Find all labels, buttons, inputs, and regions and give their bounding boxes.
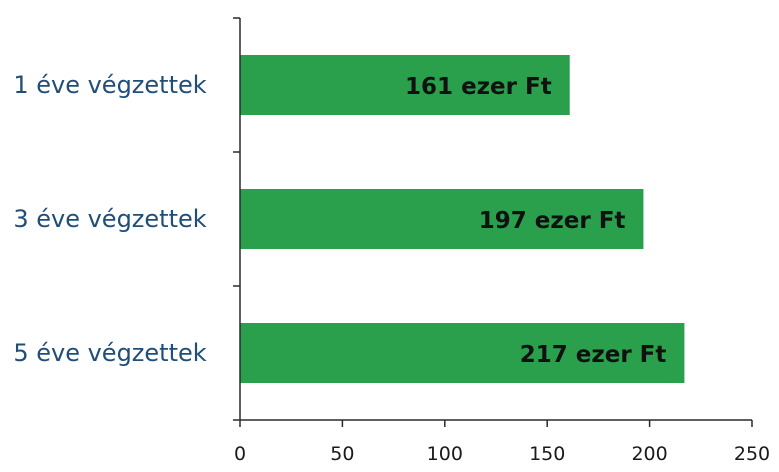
x-tick-label: 250 — [734, 443, 770, 465]
x-tick-label: 200 — [631, 443, 667, 465]
category-label: 5 éve végzettek — [13, 339, 206, 367]
bars-group — [240, 55, 685, 383]
bar — [240, 323, 685, 383]
x-tick-label: 100 — [427, 443, 463, 465]
labels-group: 1 éve végzettek 161 ezer Ft 3 éve végzette… — [13, 71, 770, 465]
x-tick-label: 50 — [330, 443, 354, 465]
bar — [240, 55, 570, 115]
bar — [240, 189, 644, 249]
x-tick-label: 0 — [234, 443, 246, 465]
data-label: 217 ezer Ft — [520, 342, 667, 368]
category-label: 1 éve végzettek — [13, 71, 206, 99]
data-label: 197 ezer Ft — [479, 208, 626, 234]
category-label: 3 éve végzettek — [13, 205, 206, 233]
x-tick-label: 150 — [529, 443, 565, 465]
axes-group — [233, 17, 753, 427]
data-label: 161 ezer Ft — [405, 74, 552, 100]
